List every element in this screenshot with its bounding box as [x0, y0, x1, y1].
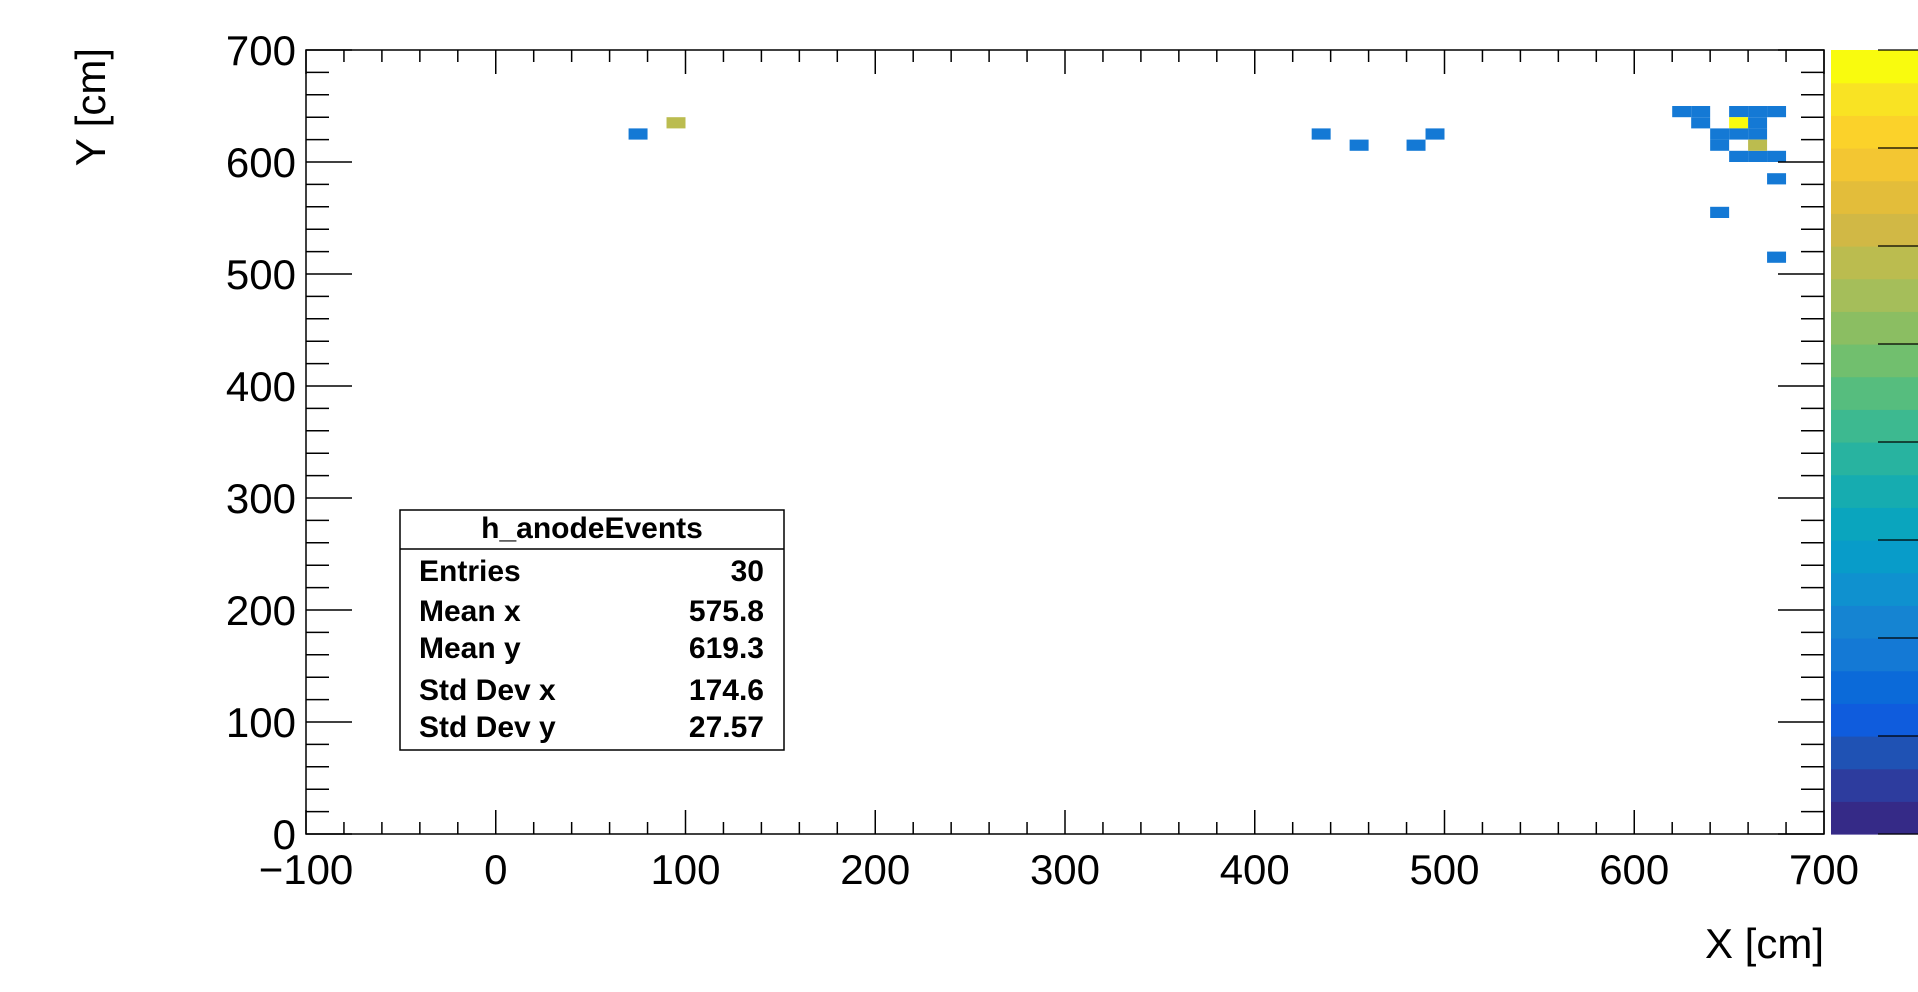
colorbar-segment [1831, 148, 1918, 182]
heatmap-bin [628, 128, 648, 140]
heatmap-bin [1311, 128, 1331, 140]
colorbar-segment [1831, 409, 1918, 443]
heatmap-bin [1729, 128, 1749, 140]
colorbar-segment [1831, 736, 1918, 770]
y-tick-label: 500 [226, 251, 296, 298]
colorbar-segment [1831, 572, 1918, 606]
stats-label-mean-x: Mean x [419, 595, 521, 628]
stats-value-mean-y: 619.3 [689, 632, 764, 665]
colorbar-segment [1831, 82, 1918, 116]
colorbar-segment [1831, 50, 1918, 84]
heatmap-bin [1729, 150, 1749, 162]
stats-box: h_anodeEvents Entries 30 Mean x 575.8 Me… [399, 509, 785, 751]
heatmap-bin [666, 117, 686, 129]
colorbar-segment [1831, 213, 1918, 247]
heatmap-bin [1406, 139, 1426, 151]
heatmap-bin [1710, 206, 1730, 218]
x-tick-label: 200 [840, 846, 910, 893]
colorbar-segment [1831, 115, 1918, 149]
colorbar-segment [1831, 703, 1918, 737]
x-tick-label: 500 [1409, 846, 1479, 893]
heatmap-bin [1748, 139, 1768, 151]
heatmap-bin [1748, 117, 1768, 129]
heatmap-bin [1349, 139, 1369, 151]
colorbar-segment [1831, 507, 1918, 541]
axis-ticks [305, 49, 1825, 835]
colorbar-segment [1831, 442, 1918, 476]
heatmap-bin [1767, 251, 1787, 263]
y-tick-label: 200 [226, 587, 296, 634]
y-axis-title: Y [cm] [67, 48, 114, 166]
stats-value-entries: 30 [731, 555, 764, 588]
colorbar-segment [1831, 474, 1918, 508]
colorbar-segment [1831, 670, 1918, 704]
stats-box-title: h_anodeEvents [481, 512, 703, 545]
stats-label-std-dev-y: Std Dev y [419, 711, 556, 744]
stats-value-mean-x: 575.8 [689, 595, 764, 628]
heatmap-bin [1748, 128, 1768, 140]
heatmap-bin [1748, 150, 1768, 162]
stats-label-std-dev-x: Std Dev x [419, 674, 556, 707]
heatmap-bin [1748, 106, 1768, 118]
colorbar-segment [1831, 605, 1918, 639]
y-tick-label: 700 [226, 27, 296, 74]
color-scale-bar [1831, 49, 1918, 835]
x-tick-label: 600 [1599, 846, 1669, 893]
heatmap-bin [1729, 117, 1749, 129]
x-tick-label: −100 [259, 846, 354, 893]
y-tick-label: 100 [226, 699, 296, 746]
heatmap-bin [1710, 128, 1730, 140]
y-tick-label: 400 [226, 363, 296, 410]
stats-label-entries: Entries [419, 555, 521, 588]
tick-labels: −100 0 100 200 300 400 500 600 70001002003004005… [226, 27, 1859, 893]
x-axis-title: X [cm] [1705, 920, 1824, 967]
colorbar-segment [1831, 344, 1918, 378]
heatmap-bin [1729, 106, 1749, 118]
colorbar-segment [1831, 246, 1918, 280]
heatmap-bin [1767, 150, 1787, 162]
colorbar-segment [1831, 638, 1918, 672]
colorbar-segment [1831, 801, 1918, 835]
y-tick-label: 300 [226, 475, 296, 522]
heatmap-bin [1767, 173, 1787, 185]
heatmap-bin [1425, 128, 1445, 140]
bins-layer [628, 106, 1787, 263]
colorbar-segment [1831, 540, 1918, 574]
heatmap-bin [1691, 117, 1711, 129]
heatmap-bin [1691, 106, 1711, 118]
colorbar-segment [1831, 180, 1918, 214]
stats-label-mean-y: Mean y [419, 632, 521, 665]
colorbar-segment [1831, 311, 1918, 345]
colorbar-segment [1831, 768, 1918, 802]
heatmap-bin [1672, 106, 1692, 118]
x-tick-label: 400 [1220, 846, 1290, 893]
stats-value-std-dev-y: 27.57 [689, 711, 764, 744]
x-tick-label: 700 [1789, 846, 1859, 893]
x-tick-label: 300 [1030, 846, 1100, 893]
colorbar-segment [1831, 278, 1918, 312]
stats-box-frame [399, 509, 785, 751]
heatmap-bin [1710, 139, 1730, 151]
x-tick-label: 100 [650, 846, 720, 893]
y-tick-label: 0 [273, 811, 296, 858]
heatmap-bin [1767, 106, 1787, 118]
colorbar-segment [1831, 376, 1918, 410]
stats-value-std-dev-x: 174.6 [689, 674, 764, 707]
y-tick-label: 600 [226, 139, 296, 186]
x-tick-label: 0 [484, 846, 507, 893]
